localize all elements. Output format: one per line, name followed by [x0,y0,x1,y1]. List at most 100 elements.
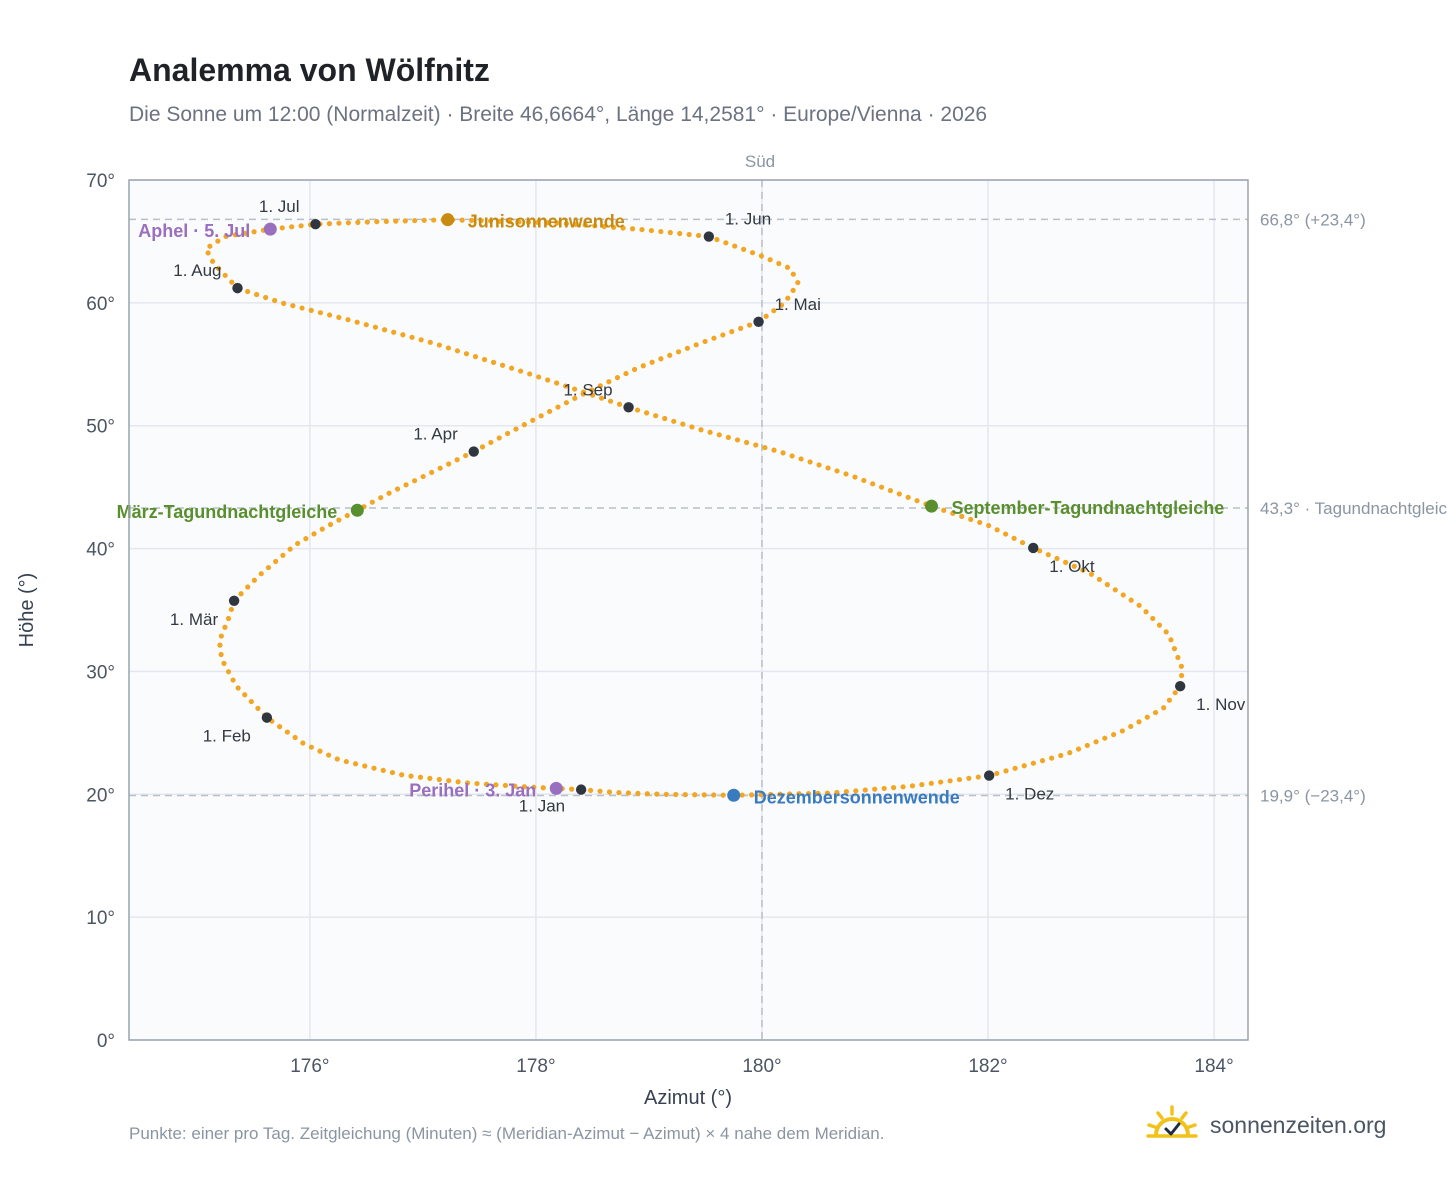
daily-point [218,633,224,639]
daily-point [956,776,963,783]
event-marker [549,781,563,795]
daily-point [689,424,695,430]
daily-point [215,238,221,244]
daily-point [1150,615,1156,622]
daily-point [714,236,720,243]
daily-point [242,692,248,698]
month-marker [1174,680,1186,692]
daily-point [644,791,650,797]
daily-point [1172,690,1178,696]
daily-point [248,698,254,705]
daily-point [677,230,683,237]
daily-point [667,352,673,358]
daily-point [693,342,699,348]
daily-point [362,763,368,769]
daily-point [592,223,598,229]
daily-point [572,386,578,392]
daily-point [762,444,768,451]
daily-point [455,779,461,785]
y-tick-label: 10° [86,908,115,929]
daily-point [749,792,755,798]
daily-point [986,522,992,529]
event-marker [263,222,277,236]
daily-point [711,792,717,798]
daily-point [778,302,785,308]
daily-point [300,740,306,746]
daily-sun-positions [205,217,1185,798]
daily-point [540,785,546,791]
daily-point [394,486,401,492]
axis-ticks: 176° 178° 180° 182° 184° 0° 10° 20° 30° 40° 50° 60°… [86,171,1233,1077]
daily-point [355,219,361,225]
daily-point [994,770,1000,777]
month-marker [623,402,634,413]
daily-point [229,279,235,285]
brand-logo[interactable]: sonnenzeiten.org [1146,1100,1386,1150]
daily-point [554,220,560,226]
daily-point [701,792,707,798]
daily-point [334,756,340,762]
daily-point [518,368,524,374]
daily-point [326,221,333,227]
daily-point [546,408,553,415]
y-tick-label: 50° [86,417,115,438]
daily-point [437,465,443,471]
daily-point [975,774,981,780]
daily-point [941,507,947,513]
daily-point [245,584,251,590]
daily-point [418,337,424,343]
daily-point [1102,735,1108,741]
daily-point [493,782,499,788]
daily-point [1080,567,1086,573]
daily-point [209,258,216,264]
daily-point [1152,709,1159,716]
daily-point [771,447,777,453]
daily-point [308,307,314,313]
daily-point [629,226,636,232]
daily-point [472,354,479,360]
daily-point [403,482,409,488]
daily-point [611,224,617,230]
daily-point [563,221,569,227]
x-tick-label: 178° [516,1056,555,1077]
daily-point [431,217,437,223]
daily-point [222,624,228,630]
daily-point [734,437,741,443]
daily-point [872,786,878,792]
daily-point [352,761,359,767]
daily-point [653,413,659,419]
daily-point [251,577,257,583]
daily-point [417,774,424,780]
event-marker [350,503,364,517]
x-tick-label: 180° [742,1056,781,1077]
daily-point [1071,563,1077,569]
month-markers: 1. Jan 1. Feb 1. Mär 1. Apr 1. Mai 1. Jun 1. J… [170,197,1246,815]
daily-point [807,459,813,465]
daily-point [1128,723,1134,730]
daily-point [506,218,513,225]
daily-point [272,297,278,304]
daily-point [1012,765,1018,771]
daily-point [671,418,677,424]
daily-point [648,227,655,234]
month-marker [575,784,587,795]
daily-point [1058,752,1064,759]
daily-point [816,462,822,468]
daily-point [616,790,622,796]
daily-point [587,787,594,794]
daily-point [1063,559,1069,565]
daily-point [258,571,264,577]
x-axis-title: Azimut (°) [644,1087,732,1109]
daily-point [1104,582,1110,588]
daily-point [649,359,655,365]
event-label: Perihel · 3. Jan [409,780,536,800]
daily-point [463,452,469,459]
daily-point [720,792,726,798]
daily-point [538,413,544,419]
daily-point [497,218,503,224]
month-marker [983,770,995,781]
daily-point [896,491,902,497]
daily-point [427,775,433,781]
daily-point [279,225,285,231]
daily-point [336,314,342,320]
